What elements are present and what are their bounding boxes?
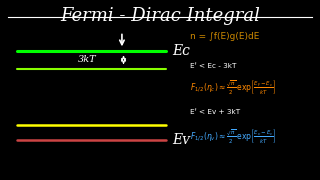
- Text: Fermi - Dirac Integral: Fermi - Dirac Integral: [60, 7, 260, 25]
- Text: 3kT: 3kT: [78, 55, 96, 64]
- Text: Eᴠ: Eᴠ: [173, 133, 191, 147]
- Text: $F_{1/2}(\eta_v) \approx \frac{\sqrt{\pi}}{2}\,\exp\!\left[\frac{E_v-E_c}{kT}\ri: $F_{1/2}(\eta_v) \approx \frac{\sqrt{\pi…: [190, 127, 277, 145]
- Text: Eᶠ < Eᴄ - 3kT: Eᶠ < Eᴄ - 3kT: [190, 63, 236, 69]
- Text: Eᶠ < Eᴠ + 3kT: Eᶠ < Eᴠ + 3kT: [190, 109, 240, 115]
- Text: $F_{1/2}(\eta_c) \approx \frac{\sqrt{\pi}}{2}\,\exp\!\left[\frac{E_F-E_c}{kT}\ri: $F_{1/2}(\eta_c) \approx \frac{\sqrt{\pi…: [190, 78, 276, 96]
- Text: Eᴄ: Eᴄ: [173, 44, 191, 58]
- Text: n = ∫f(E)g(E)dE: n = ∫f(E)g(E)dE: [190, 32, 260, 41]
